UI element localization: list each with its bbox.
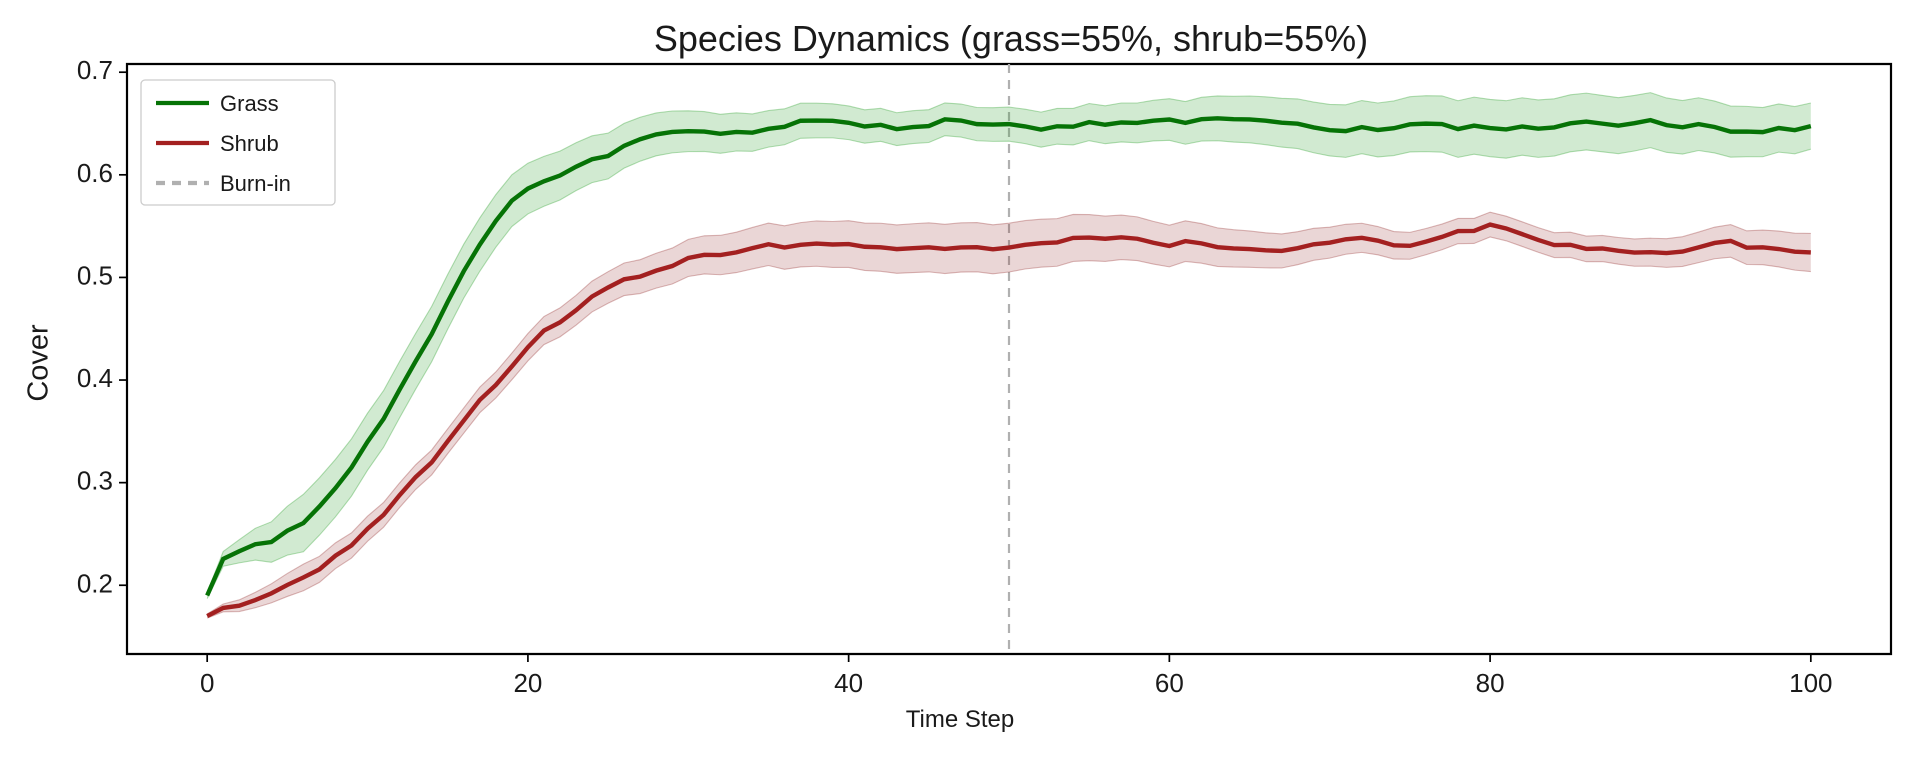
svg-text:0.7: 0.7 (77, 55, 113, 85)
svg-text:0.3: 0.3 (77, 466, 113, 496)
svg-text:0.4: 0.4 (77, 363, 113, 393)
svg-text:0.5: 0.5 (77, 260, 113, 290)
svg-text:0.2: 0.2 (77, 568, 113, 598)
svg-text:Burn-in: Burn-in (220, 171, 291, 196)
svg-text:Shrub: Shrub (220, 131, 279, 156)
svg-text:Grass: Grass (220, 91, 279, 116)
svg-text:0: 0 (200, 668, 214, 698)
svg-text:80: 80 (1476, 668, 1505, 698)
svg-text:40: 40 (834, 668, 863, 698)
svg-text:60: 60 (1155, 668, 1184, 698)
svg-text:20: 20 (513, 668, 542, 698)
svg-text:0.6: 0.6 (77, 158, 113, 188)
svg-text:100: 100 (1789, 668, 1832, 698)
